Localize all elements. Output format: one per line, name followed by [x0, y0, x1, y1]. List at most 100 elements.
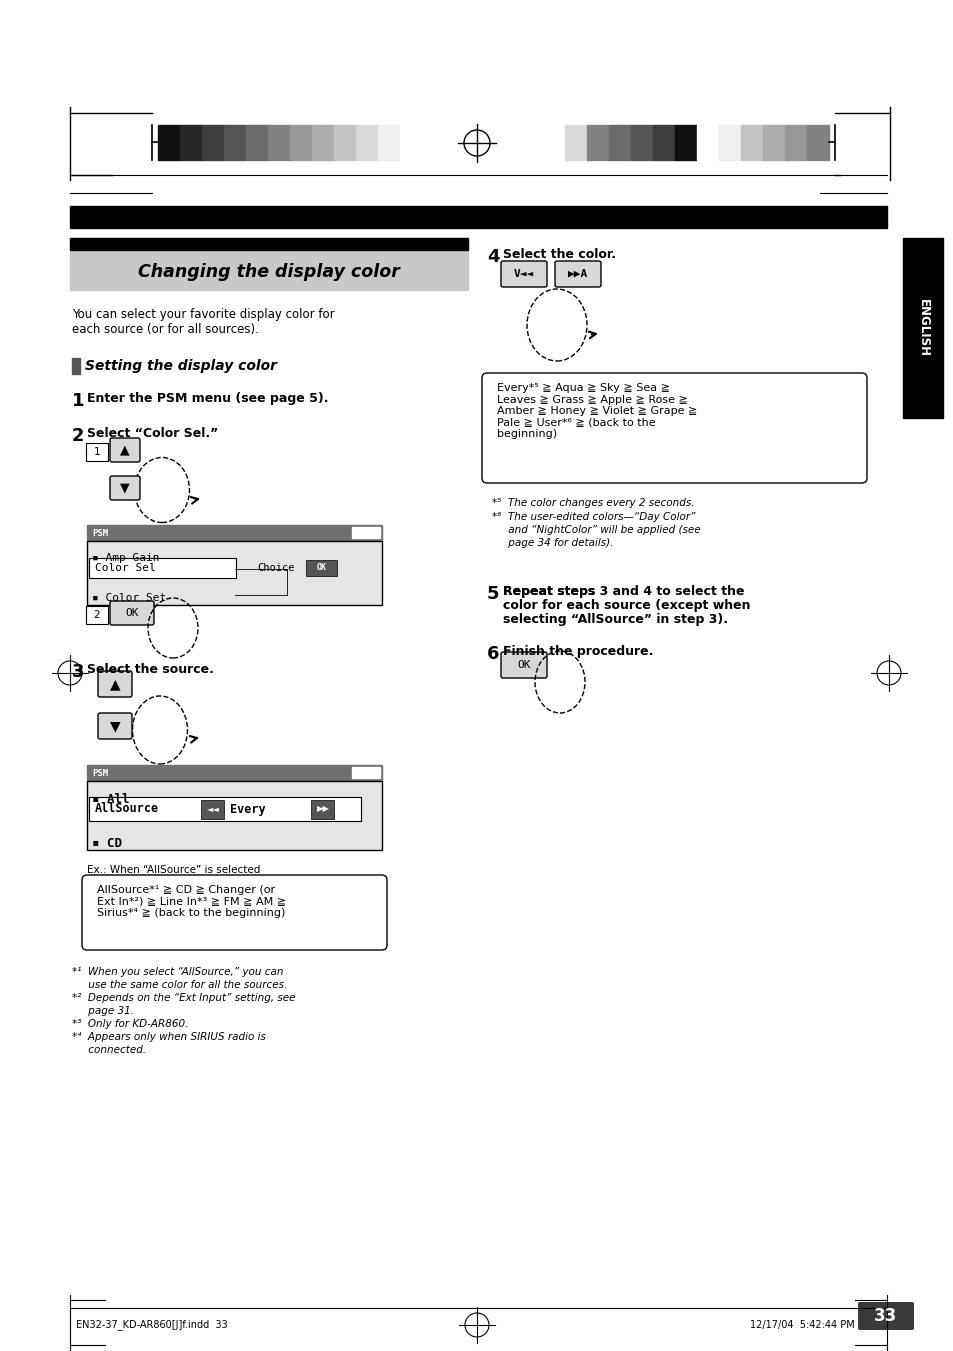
- Bar: [70, 238, 468, 250]
- Text: PSM: PSM: [91, 528, 108, 538]
- Text: *¹  When you select “AllSource,” you can: *¹ When you select “AllSource,” you can: [71, 967, 283, 977]
- Bar: [719, 126, 740, 159]
- Bar: [762, 126, 784, 159]
- Text: selecting “AllSource” in step 3).: selecting “AllSource” in step 3).: [502, 613, 727, 626]
- FancyBboxPatch shape: [857, 1302, 913, 1329]
- Text: use the same color for all the sources.: use the same color for all the sources.: [71, 979, 287, 990]
- Bar: [740, 126, 762, 159]
- Text: OK: OK: [125, 608, 138, 617]
- Text: Select “Color Sel.”: Select “Color Sel.”: [87, 427, 218, 440]
- Bar: [564, 126, 586, 159]
- Bar: [355, 126, 377, 159]
- FancyBboxPatch shape: [110, 476, 140, 500]
- Bar: [586, 126, 608, 159]
- Text: 4: 4: [486, 249, 499, 266]
- Text: AllSource*¹ ≧ CD ≧ Changer (or
Ext In*²) ≧ Line In*³ ≧ FM ≧ AM ≧
Sirius*⁴ ≧ (bac: AllSource*¹ ≧ CD ≧ Changer (or Ext In*²)…: [97, 885, 286, 919]
- FancyBboxPatch shape: [555, 261, 600, 286]
- Bar: [377, 126, 399, 159]
- FancyBboxPatch shape: [86, 607, 108, 624]
- Text: color for each source (except when: color for each source (except when: [502, 598, 750, 612]
- Text: ENGLISH: ENGLISH: [916, 299, 928, 357]
- FancyBboxPatch shape: [89, 558, 235, 578]
- Text: *⁶  The user-edited colors—“Day Color”: *⁶ The user-edited colors—“Day Color”: [492, 512, 695, 521]
- FancyBboxPatch shape: [110, 438, 140, 462]
- Text: 33: 33: [874, 1306, 897, 1325]
- Text: ▪ Color Set: ▪ Color Set: [91, 593, 166, 603]
- Bar: [334, 126, 355, 159]
- Bar: [246, 126, 268, 159]
- Bar: [608, 126, 630, 159]
- FancyBboxPatch shape: [481, 373, 866, 484]
- Bar: [652, 126, 675, 159]
- Bar: [70, 205, 886, 228]
- Bar: [312, 126, 334, 159]
- Text: ▶▶A: ▶▶A: [567, 269, 587, 280]
- FancyBboxPatch shape: [98, 671, 132, 697]
- Text: ▪ All: ▪ All: [91, 793, 130, 807]
- Text: Changing the display color: Changing the display color: [138, 263, 399, 281]
- Bar: [87, 765, 381, 781]
- Text: Repeat steps 3 and 4 to select the: Repeat steps 3 and 4 to select the: [502, 585, 743, 598]
- FancyBboxPatch shape: [89, 797, 360, 821]
- Bar: [87, 540, 381, 605]
- Bar: [806, 126, 828, 159]
- Bar: [224, 126, 246, 159]
- Bar: [290, 126, 312, 159]
- Bar: [87, 781, 381, 850]
- Text: *⁴  Appears only when SIRIUS radio is: *⁴ Appears only when SIRIUS radio is: [71, 1032, 266, 1042]
- Text: 1: 1: [71, 392, 85, 409]
- Text: You can select your favorite display color for
each source (or for all sources).: You can select your favorite display col…: [71, 308, 335, 336]
- Text: 6: 6: [486, 644, 499, 663]
- FancyBboxPatch shape: [98, 713, 132, 739]
- Text: AllSource: AllSource: [95, 802, 159, 816]
- Text: ▲: ▲: [120, 443, 130, 457]
- Text: page 31.: page 31.: [71, 1006, 133, 1016]
- Bar: [675, 126, 697, 159]
- Text: 5: 5: [486, 585, 499, 603]
- Bar: [352, 767, 379, 778]
- Bar: [180, 126, 202, 159]
- Bar: [697, 126, 719, 159]
- Bar: [784, 126, 806, 159]
- Bar: [71, 358, 80, 374]
- Text: 2: 2: [93, 611, 100, 620]
- Text: Repeat steps: Repeat steps: [502, 585, 599, 598]
- Bar: [352, 527, 379, 538]
- Text: Enter the PSM menu (see page 5).: Enter the PSM menu (see page 5).: [87, 392, 328, 405]
- Text: *²  Depends on the “Ext Input” setting, see: *² Depends on the “Ext Input” setting, s…: [71, 993, 295, 1002]
- Text: ▶▶: ▶▶: [316, 804, 329, 813]
- Bar: [902, 238, 942, 417]
- FancyBboxPatch shape: [500, 653, 546, 678]
- Bar: [70, 238, 468, 290]
- Text: *³  Only for KD-AR860.: *³ Only for KD-AR860.: [71, 1019, 188, 1029]
- FancyBboxPatch shape: [110, 601, 153, 626]
- FancyBboxPatch shape: [201, 800, 224, 819]
- Text: PSM: PSM: [91, 769, 108, 777]
- Text: OK: OK: [316, 563, 327, 573]
- Text: ▲: ▲: [110, 677, 120, 690]
- Text: Ex.: When “AllSource” is selected: Ex.: When “AllSource” is selected: [87, 865, 260, 875]
- Text: ▼: ▼: [110, 719, 120, 734]
- Text: Select the source.: Select the source.: [87, 663, 213, 676]
- Text: connected.: connected.: [71, 1046, 146, 1055]
- Text: 2: 2: [71, 427, 85, 444]
- Text: *⁵  The color changes every 2 seconds.: *⁵ The color changes every 2 seconds.: [492, 499, 694, 508]
- Text: Every: Every: [230, 802, 265, 816]
- Text: Color Sel: Color Sel: [95, 563, 155, 573]
- Text: Finish the procedure.: Finish the procedure.: [502, 644, 653, 658]
- FancyBboxPatch shape: [86, 443, 108, 461]
- Text: V◄◄: V◄◄: [514, 269, 534, 280]
- Text: 3: 3: [71, 663, 85, 681]
- Bar: [87, 526, 381, 540]
- Text: ◄◄: ◄◄: [206, 804, 219, 813]
- Text: Choice: Choice: [256, 563, 294, 573]
- Text: and “NightColor” will be applied (see: and “NightColor” will be applied (see: [492, 526, 700, 535]
- Text: 12/17/04  5:42:44 PM: 12/17/04 5:42:44 PM: [749, 1320, 854, 1329]
- Text: ▪ CD: ▪ CD: [91, 838, 122, 850]
- Text: page 34 for details).: page 34 for details).: [492, 538, 613, 549]
- FancyBboxPatch shape: [312, 800, 335, 819]
- Text: ▪ Amp Gain: ▪ Amp Gain: [91, 553, 159, 563]
- FancyBboxPatch shape: [306, 559, 337, 576]
- Bar: [268, 126, 290, 159]
- Bar: [399, 126, 421, 159]
